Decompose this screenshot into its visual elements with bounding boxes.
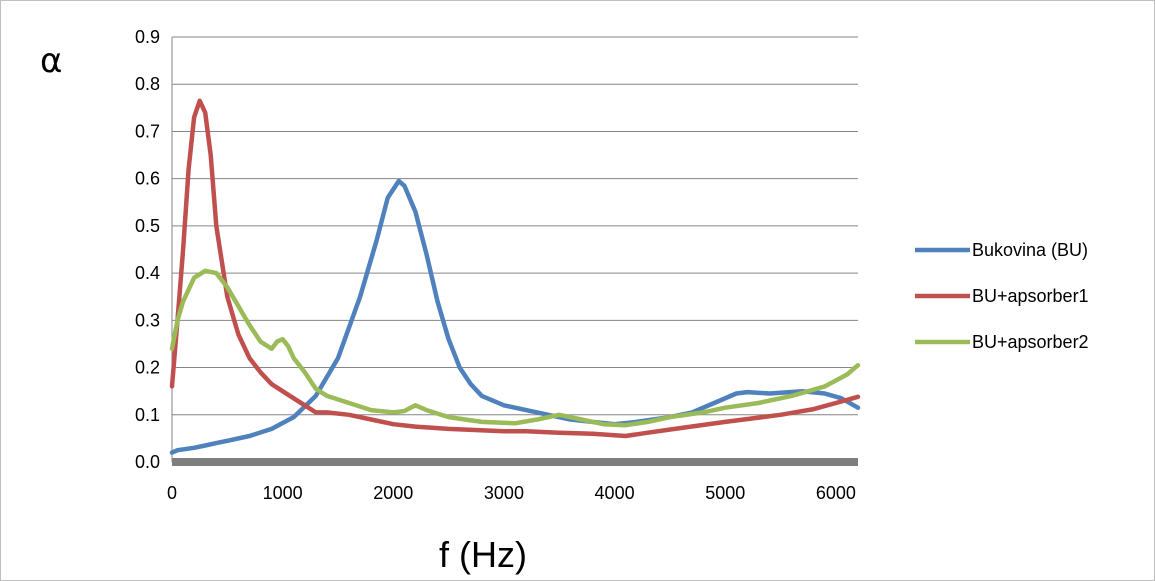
- y-tick-label: 0.4: [135, 263, 160, 283]
- y-tick-label: 0.8: [135, 74, 160, 94]
- y-tick-label: 0.0: [135, 452, 160, 472]
- y-tick-label: 0.9: [135, 27, 160, 47]
- series-line-3: [169, 268, 861, 428]
- legend: Bukovina (BU) BU+apsorber1 BU+apsorber2: [915, 240, 1089, 352]
- y-tick-label: 0.3: [135, 310, 160, 330]
- legend-label-2: BU+apsorber1: [972, 286, 1089, 306]
- x-tick-label: 0: [167, 483, 177, 503]
- y-tick-label: 0.1: [135, 405, 160, 425]
- legend-label-1: Bukovina (BU): [972, 240, 1088, 260]
- y-tick-label: 0.2: [135, 358, 160, 378]
- gridlines: [171, 36, 858, 462]
- legend-label-3: BU+apsorber2: [972, 332, 1089, 352]
- x-tick-label: 5000: [705, 483, 745, 503]
- tick-labels: 0.0 0.1 0.2 0.3 0.4 0.5 0.6 0.7 0.8 0.9 0 1000 2000 3…: [135, 27, 856, 503]
- x-axis-label: f (Hz): [439, 534, 527, 575]
- series-lines: [169, 98, 861, 466]
- series-line-2: [169, 98, 861, 439]
- x-tick-label: 4000: [595, 483, 635, 503]
- series-line-1: [169, 178, 861, 455]
- x-tick-label: 3000: [484, 483, 524, 503]
- y-axis-label: α: [40, 41, 62, 81]
- y-tick-label: 0.7: [135, 121, 160, 141]
- x-tick-label: 1000: [263, 483, 303, 503]
- x-tick-label: 6000: [816, 483, 856, 503]
- y-tick-label: 0.6: [135, 169, 160, 189]
- y-tick-label: 0.5: [135, 216, 160, 236]
- x-tick-label: 2000: [373, 483, 413, 503]
